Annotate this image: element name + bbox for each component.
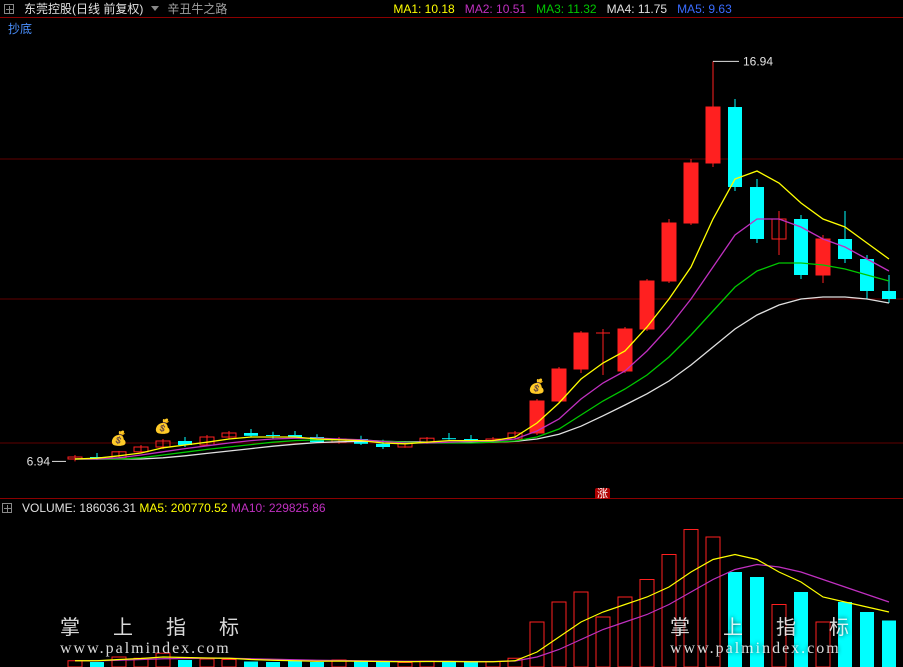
ma-legend-item: MA1: 10.18: [393, 2, 454, 16]
dropdown-icon[interactable]: [151, 6, 159, 11]
svg-text:16.94: 16.94: [743, 54, 773, 68]
ma-legend-item: MA3: 11.32: [536, 2, 596, 16]
svg-text:💰: 💰: [528, 378, 545, 395]
stock-title: 东莞控股(日线 前复权): [24, 0, 143, 17]
svg-text:💰: 💰: [154, 418, 171, 435]
signal-label: 抄底: [8, 22, 32, 36]
expand-icon[interactable]: [4, 4, 14, 14]
volume-chart[interactable]: [0, 517, 903, 667]
ma-legend-item: MA2: 10.51: [465, 2, 526, 16]
expand-icon[interactable]: [2, 503, 12, 513]
ma-legend-item: MA5: 9.63: [677, 2, 732, 16]
subheader: 抄底: [0, 18, 903, 39]
ma-legend-item: MA4: 11.75: [607, 2, 667, 16]
volume-label: VOLUME: 186036.31 MA5: 200770.52 MA10: 2…: [22, 501, 326, 515]
svg-text:💰: 💰: [110, 430, 127, 447]
ma-legend: MA1: 10.18 MA2: 10.51 MA3: 11.32 MA4: 11.75…: [393, 2, 741, 16]
volume-header: VOLUME: 186036.31 MA5: 200770.52 MA10: 2…: [0, 499, 903, 517]
chart-header: 东莞控股(日线 前复权) 辛丑牛之路 MA1: 10.18MA2: 10.51M…: [0, 0, 903, 18]
price-chart[interactable]: 💰💰💰16.946.94涨: [0, 39, 903, 499]
svg-text:6.94: 6.94: [27, 454, 51, 468]
route-label: 辛丑牛之路: [167, 0, 227, 17]
